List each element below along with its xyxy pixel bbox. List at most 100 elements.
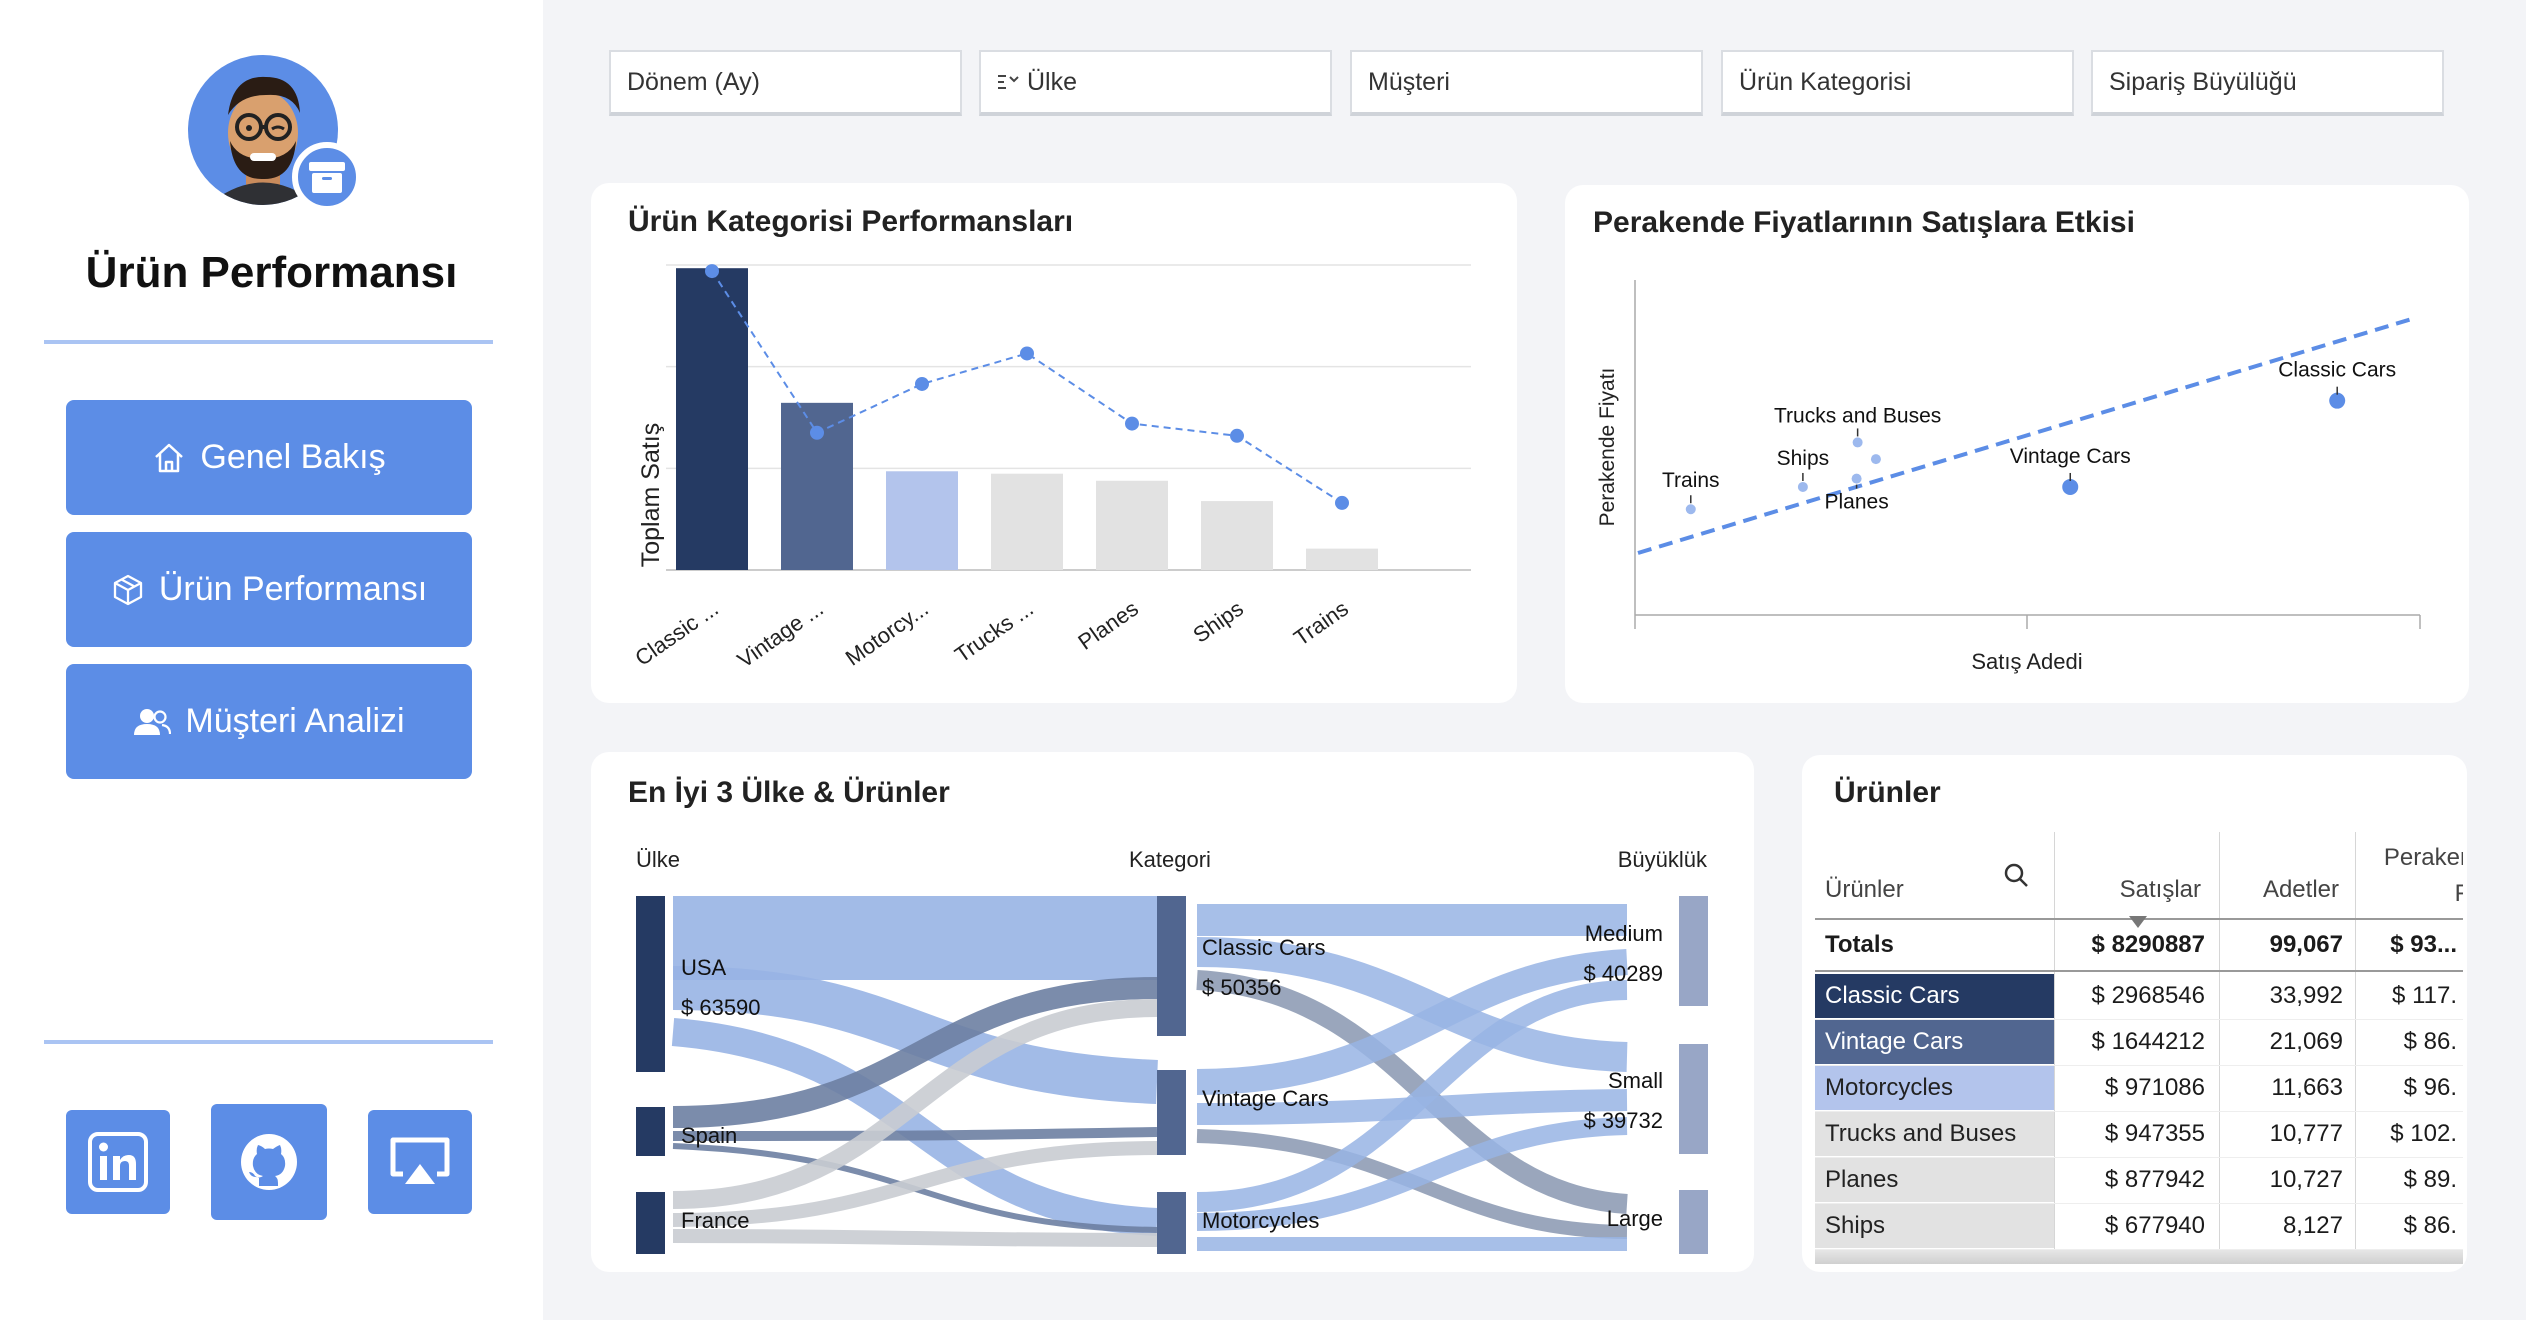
node-value: $ 39732 [1583,1108,1663,1133]
sankey-node-motorcycles[interactable] [1157,1192,1186,1254]
bar-0[interactable] [676,268,748,570]
column-header-satislar[interactable]: Satışlar [2119,876,2201,903]
table-row[interactable]: Vintage Cars $ 1644212 21,069 $ 86. [1815,1020,2463,1066]
nav-button-urun-performansi[interactable]: Ürün Performansı [66,532,472,647]
scatter-point-6[interactable] [1870,454,1881,465]
table-row[interactable]: Trucks and Buses $ 947355 10,777 $ 102. [1815,1112,2463,1158]
filter-list-icon [998,75,1019,89]
x-tick-label: Classic ... [630,596,722,671]
price-value: $ 96. [2403,1074,2457,1101]
github-button[interactable] [211,1104,327,1220]
scatter-point-4[interactable] [1851,473,1862,484]
linkedin-icon [88,1132,148,1192]
filter-label: Dönem (Ay) [627,67,760,96]
trend-point-0[interactable] [705,264,719,279]
sankey-link [672,1229,1158,1247]
filter-urun-kategorisi[interactable]: Ürün Kategorisi [1721,50,2074,116]
sankey-link [672,977,1158,1128]
sankey-node-small[interactable] [1679,1044,1708,1154]
scatter-point-2[interactable] [2062,478,2079,495]
product-name: Trucks and Buses [1815,1112,2054,1156]
search-icon[interactable] [2003,862,2029,888]
category-performance-card: Ürün Kategorisi Performansları Toplam Sa… [591,183,1517,703]
trend-point-4[interactable] [1125,416,1139,431]
filter-donem[interactable]: Dönem (Ay) [609,50,962,116]
sankey-link [1196,980,1628,1212]
sales-value: $ 677940 [2104,1212,2205,1239]
point-label: Planes [1824,491,1888,514]
memoji-avatar-icon [208,76,318,205]
table-row[interactable]: Classic Cars $ 2968546 33,992 $ 117. [1815,974,2463,1020]
card-title: Ürün Kategorisi Performansları [628,205,1074,238]
y-axis-label: Perakende Fiyatı [1596,368,1619,527]
filter-label: Sipariş Büyülüğü [2109,67,2297,96]
bar-2[interactable] [886,471,958,570]
box-icon [113,574,142,605]
table-row[interactable]: Ships $ 677940 8,127 $ 86. [1815,1204,2463,1250]
sankey-node-classic-cars[interactable] [1157,896,1186,1036]
column-header-perakende-fiyat[interactable]: Perakende Fiya [2383,844,2463,907]
price-value: $ 89. [2403,1166,2457,1193]
filter-siparis-buyuklugu[interactable]: Sipariş Büyülüğü [2091,50,2444,116]
totals-price: $ 93... [2390,931,2457,958]
point-label: Vintage Cars [2010,445,2131,468]
nav-label: Ürün Performansı [158,570,428,608]
sankey-link [672,1141,1158,1227]
sankey-link [672,999,1158,1209]
airplay-icon [390,1137,450,1184]
trend-point-5[interactable] [1230,428,1244,443]
product-name: Vintage Cars [1815,1020,2054,1064]
filter-musteri[interactable]: Müşteri [1350,50,1703,116]
airplay-button[interactable] [368,1110,472,1214]
table-row[interactable]: Planes $ 877942 10,727 $ 89. [1815,1158,2463,1204]
bar-6[interactable] [1306,548,1378,570]
filter-label: Müşteri [1368,67,1450,96]
node-label: Motorcycles [1202,1208,1319,1233]
x-tick-label: Planes [1073,596,1142,655]
linkedin-button[interactable] [66,1110,170,1214]
sankey-node-vintage-cars[interactable] [1157,1070,1186,1155]
x-tick-label: Trains [1289,596,1353,651]
column-header-size: Büyüklük [1618,847,1708,872]
table-row[interactable]: Motorcycles $ 971086 11,663 $ 96. [1815,1066,2463,1112]
totals-sales: $ 8290887 [2091,931,2205,958]
sankey-node-france[interactable] [636,1192,665,1254]
sankey-node-medium[interactable] [1679,896,1708,1006]
sankey-node-usa[interactable] [636,896,665,1072]
filter-ulke[interactable]: Ülke [979,50,1332,116]
scatter-point-3[interactable] [1797,481,1808,492]
price-value: $ 117. [2392,982,2457,1009]
units-value: 11,663 [2271,1074,2343,1101]
trend-point-1[interactable] [810,425,824,440]
nav-button-musteri-analizi[interactable]: Müşteri Analizi [66,664,472,779]
point-label: Classic Cars [2278,359,2396,382]
bar-5[interactable] [1201,501,1273,570]
nav-label: Genel Bakış [200,438,386,476]
column-header-adetler[interactable]: Adetler [2262,876,2339,903]
price-sales-scatter-card: Perakende Fiyatlarının Satışlara Etkisi … [1565,185,2469,703]
point-label: Trucks and Buses [1774,404,1941,427]
scatter-point-1[interactable] [1852,437,1863,448]
scatter-point-5[interactable] [1685,504,1696,515]
table-scroll-hint [1815,1250,2463,1264]
sankey-node-spain[interactable] [636,1107,665,1156]
trend-point-6[interactable] [1335,495,1349,510]
scatter-point-0[interactable] [2329,392,2346,409]
node-label: USA [681,955,727,980]
sort-desc-icon[interactable] [2129,916,2147,928]
sankey-link [672,1127,1158,1141]
trend-point-2[interactable] [915,376,929,391]
bar-4[interactable] [1096,480,1168,570]
sankey-node-large[interactable] [1679,1190,1708,1254]
x-tick-label: Trucks ... [950,596,1038,668]
bar-3[interactable] [991,473,1063,570]
sankey-link [1196,1129,1628,1239]
users-icon [134,708,172,735]
node-label: Spain [681,1123,737,1148]
trend-point-3[interactable] [1020,346,1034,361]
x-tick-label: Ships [1188,596,1247,648]
regression-line [1637,316,2416,555]
column-header-urunler[interactable]: Ürünler [1825,876,1904,903]
divider [44,340,493,344]
nav-button-genel-bakis[interactable]: Genel Bakış [66,400,472,515]
